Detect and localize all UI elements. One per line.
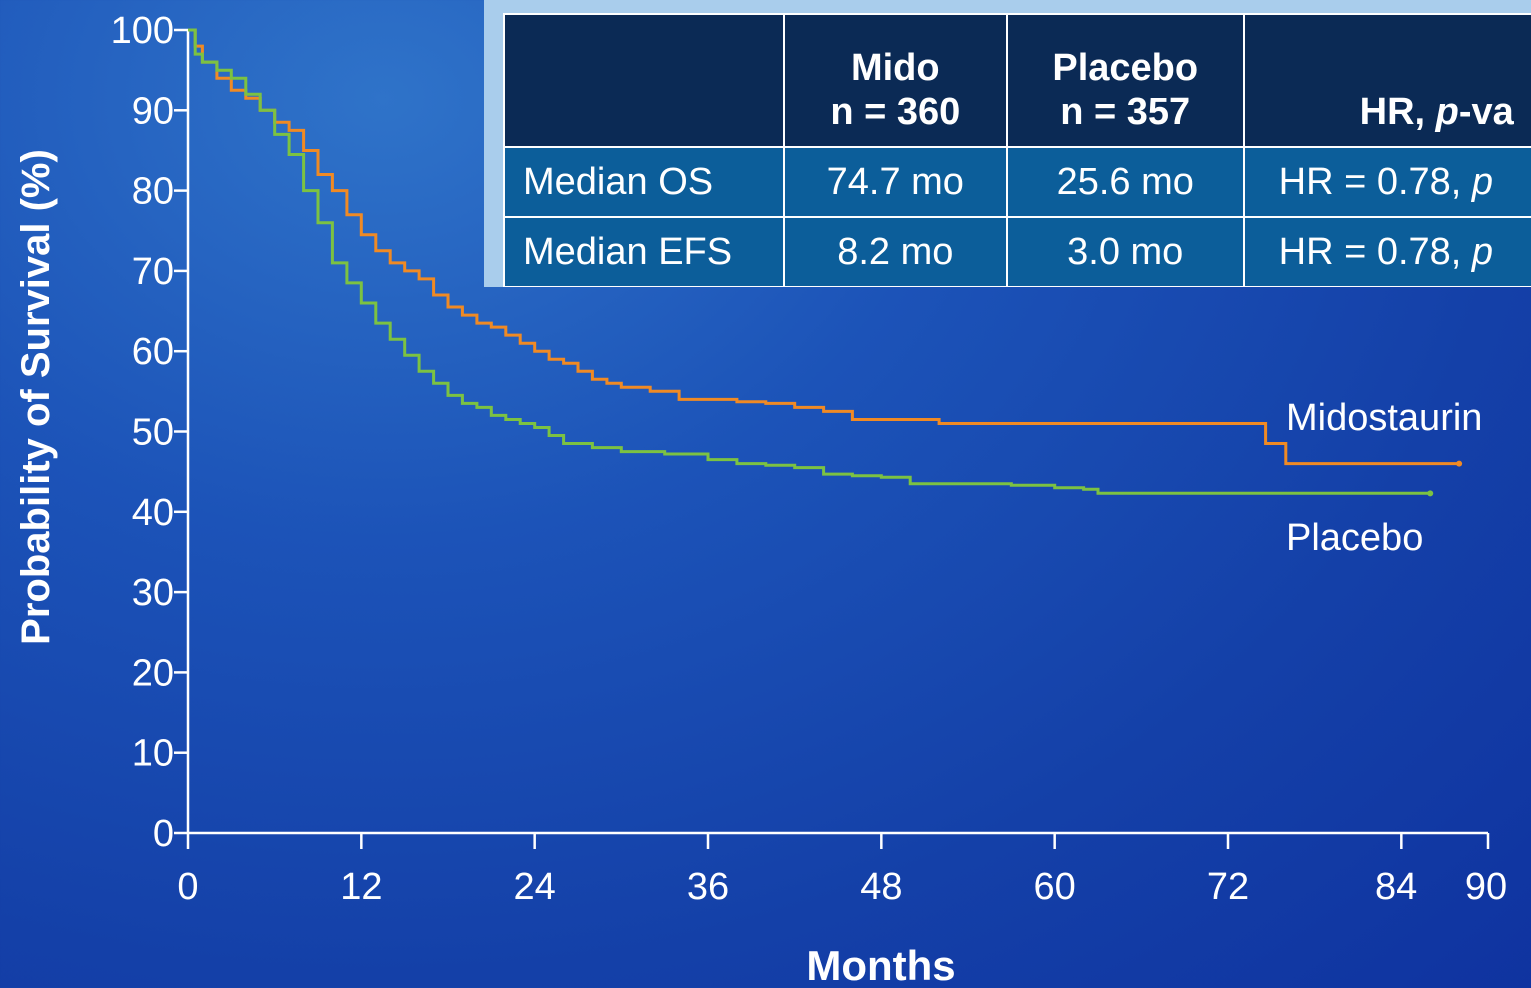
x-tick-label: 90 <box>1465 866 1507 908</box>
x-tick-label: 36 <box>687 866 729 908</box>
y-tick-label: 70 <box>132 251 174 293</box>
x-tick-label: 12 <box>340 866 382 908</box>
x-tick-label: 24 <box>514 866 556 908</box>
y-tick-label: 30 <box>132 572 174 614</box>
placebo-series-label: Placebo <box>1286 517 1423 559</box>
x-tick-label: 60 <box>1034 866 1076 908</box>
y-tick-label: 10 <box>132 733 174 775</box>
table-row: Median OS 74.7 mo 25.6 mo HR = 0.78, p <box>503 146 1531 218</box>
header-mido: Mido n = 360 <box>782 13 1008 148</box>
header-placebo-n: n = 357 <box>1060 91 1191 133</box>
header-placebo-label: Placebo <box>1052 47 1199 89</box>
header-hr-pvalue: HR, p-va <box>1242 13 1531 148</box>
y-tick-label: 100 <box>111 10 174 52</box>
midostaurin-series-label: Midostaurin <box>1286 397 1482 439</box>
row-label-os: Median OS <box>503 146 785 218</box>
header-empty-cell <box>503 13 785 148</box>
efs-hr-value: HR = 0.78, p <box>1242 216 1531 287</box>
y-tick-label: 90 <box>132 90 174 132</box>
summary-table: Mido n = 360 Placebo n = 357 HR, p-va Me… <box>503 13 1531 287</box>
os-hr-value: HR = 0.78, p <box>1242 146 1531 218</box>
x-axis-title: Months <box>806 942 955 988</box>
os-mido-value: 74.7 mo <box>782 146 1008 218</box>
row-label-efs: Median EFS <box>503 216 785 287</box>
chart-series <box>188 28 1463 497</box>
y-tick-label: 80 <box>132 171 174 213</box>
y-tick-label: 20 <box>132 652 174 694</box>
efs-mido-value: 8.2 mo <box>782 216 1008 287</box>
y-axis-title: Probability of Survival (%) <box>14 149 58 645</box>
x-tick-label: 84 <box>1375 866 1417 908</box>
y-tick-label: 0 <box>153 813 174 855</box>
summary-table-panel: Mido n = 360 Placebo n = 357 HR, p-va Me… <box>484 0 1531 287</box>
header-placebo: Placebo n = 357 <box>1005 13 1245 148</box>
chart-axes: 0 10 20 30 40 50 60 70 80 90 100 0 12 24 36 48 60 72 84 90 <box>111 10 1508 908</box>
efs-placebo-value: 3.0 mo <box>1005 216 1245 287</box>
header-mido-n: n = 360 <box>830 91 961 133</box>
table-row: Median EFS 8.2 mo 3.0 mo HR = 0.78, p <box>503 216 1531 287</box>
x-tick-label: 0 <box>177 866 198 908</box>
x-tick-label: 48 <box>860 866 902 908</box>
os-placebo-value: 25.6 mo <box>1005 146 1245 218</box>
y-tick-label: 60 <box>132 331 174 373</box>
header-mido-label: Mido <box>850 47 940 89</box>
series-end-point <box>1456 460 1463 467</box>
series-line-midostaurin <box>188 28 1460 466</box>
y-tick-label: 50 <box>132 412 174 454</box>
y-tick-label: 40 <box>132 492 174 534</box>
series-end-point <box>1427 490 1434 497</box>
x-tick-label: 72 <box>1207 866 1249 908</box>
series-line-placebo <box>188 28 1431 495</box>
table-header-row: Mido n = 360 Placebo n = 357 HR, p-va <box>503 13 1531 148</box>
